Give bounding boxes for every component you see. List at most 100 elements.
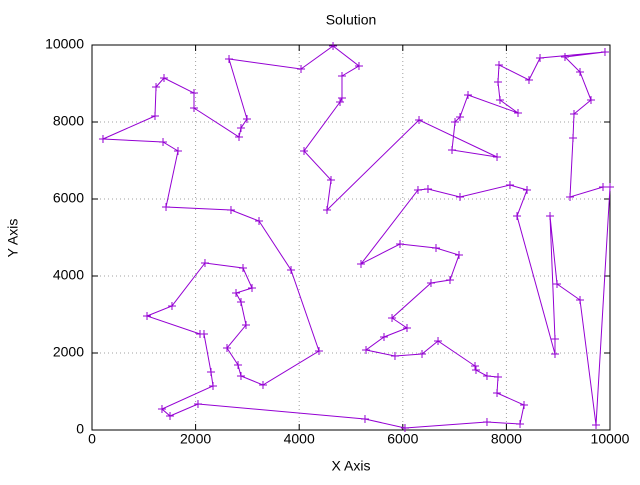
y-tick-label: 8000 [53,113,84,129]
point-marker [402,324,411,333]
point-marker [162,203,171,212]
point-marker [242,114,251,123]
point-marker [226,206,235,215]
point-marker [586,96,595,105]
point-marker [396,240,405,249]
point-marker [516,419,525,428]
point-marker [143,312,152,321]
point-marker [592,420,601,429]
point-marker [599,182,608,191]
point-marker [524,75,533,84]
point-marker [505,180,514,189]
point-marker [494,372,503,381]
point-marker [150,111,159,120]
point-marker [242,321,251,330]
x-tick-label: 2000 [180,431,211,447]
point-marker [520,401,529,410]
y-tick-label: 6000 [53,190,84,206]
point-marker [193,400,202,409]
point-marker [553,280,562,289]
point-marker [379,332,388,341]
point-marker [455,251,464,260]
point-marker [546,212,555,221]
point-marker [550,334,559,343]
point-marker [451,118,460,126]
point-marker [327,175,336,184]
point-marker [494,77,503,86]
point-marker [159,137,168,146]
point-marker [415,115,424,124]
point-marker [238,263,247,272]
point-marker [448,145,457,154]
point-marker [314,346,323,355]
point-marker [236,124,245,133]
point-marker [455,192,464,201]
point-marker [225,55,234,64]
point-marker [356,259,365,268]
x-tick-label: 0 [88,431,96,447]
point-marker [536,54,545,63]
point-marker [514,108,523,117]
point-marker [426,279,435,288]
point-marker [323,206,332,215]
point-marker [360,414,369,423]
point-marker [400,423,409,432]
point-marker [166,411,175,420]
point-marker [173,146,182,155]
point-marker [199,329,208,338]
x-tick-label: 8000 [491,431,522,447]
point-marker [258,380,267,389]
point-marker [432,244,441,253]
x-tick-label: 4000 [284,431,315,447]
point-marker [189,103,198,112]
point-marker [471,366,480,375]
point-marker [157,405,166,414]
point-marker [560,53,569,62]
x-tick-label: 10000 [591,431,630,447]
point-marker [493,389,502,398]
chart-title: Solution [326,12,377,28]
point-marker [423,184,432,193]
point-marker [413,185,422,194]
point-marker [287,265,296,274]
point-marker [236,371,245,380]
plot-frame [91,44,611,431]
point-marker [160,73,169,82]
point-marker [255,216,264,225]
point-marker [189,89,198,98]
point-marker [445,276,454,285]
point-marker [235,133,244,142]
point-marker [297,64,306,73]
point-marker [482,417,491,426]
point-marker [390,352,399,361]
point-marker [464,91,473,100]
point-marker [248,284,257,293]
point-marker [482,371,491,380]
point-marker [98,135,107,144]
point-marker [206,368,215,377]
point-marker [362,345,371,354]
point-marker [354,61,363,70]
point-marker [569,134,578,143]
point-marker [234,361,243,370]
point-marker [329,42,338,51]
point-marker [576,295,585,304]
point-marker [569,109,578,118]
point-marker [337,94,346,103]
point-marker [550,350,559,359]
point-marker [523,185,532,194]
point-marker [209,381,218,390]
point-marker [222,343,231,352]
y-axis-label: Y Axis [5,219,21,258]
point-marker [300,146,309,155]
point-marker [566,192,575,201]
x-axis-label: X Axis [332,458,371,474]
point-marker [493,152,502,161]
y-tick-label: 4000 [53,267,84,283]
point-marker [494,60,503,69]
point-marker [471,362,480,371]
point-marker [152,83,161,92]
y-tick-label: 10000 [45,36,84,52]
